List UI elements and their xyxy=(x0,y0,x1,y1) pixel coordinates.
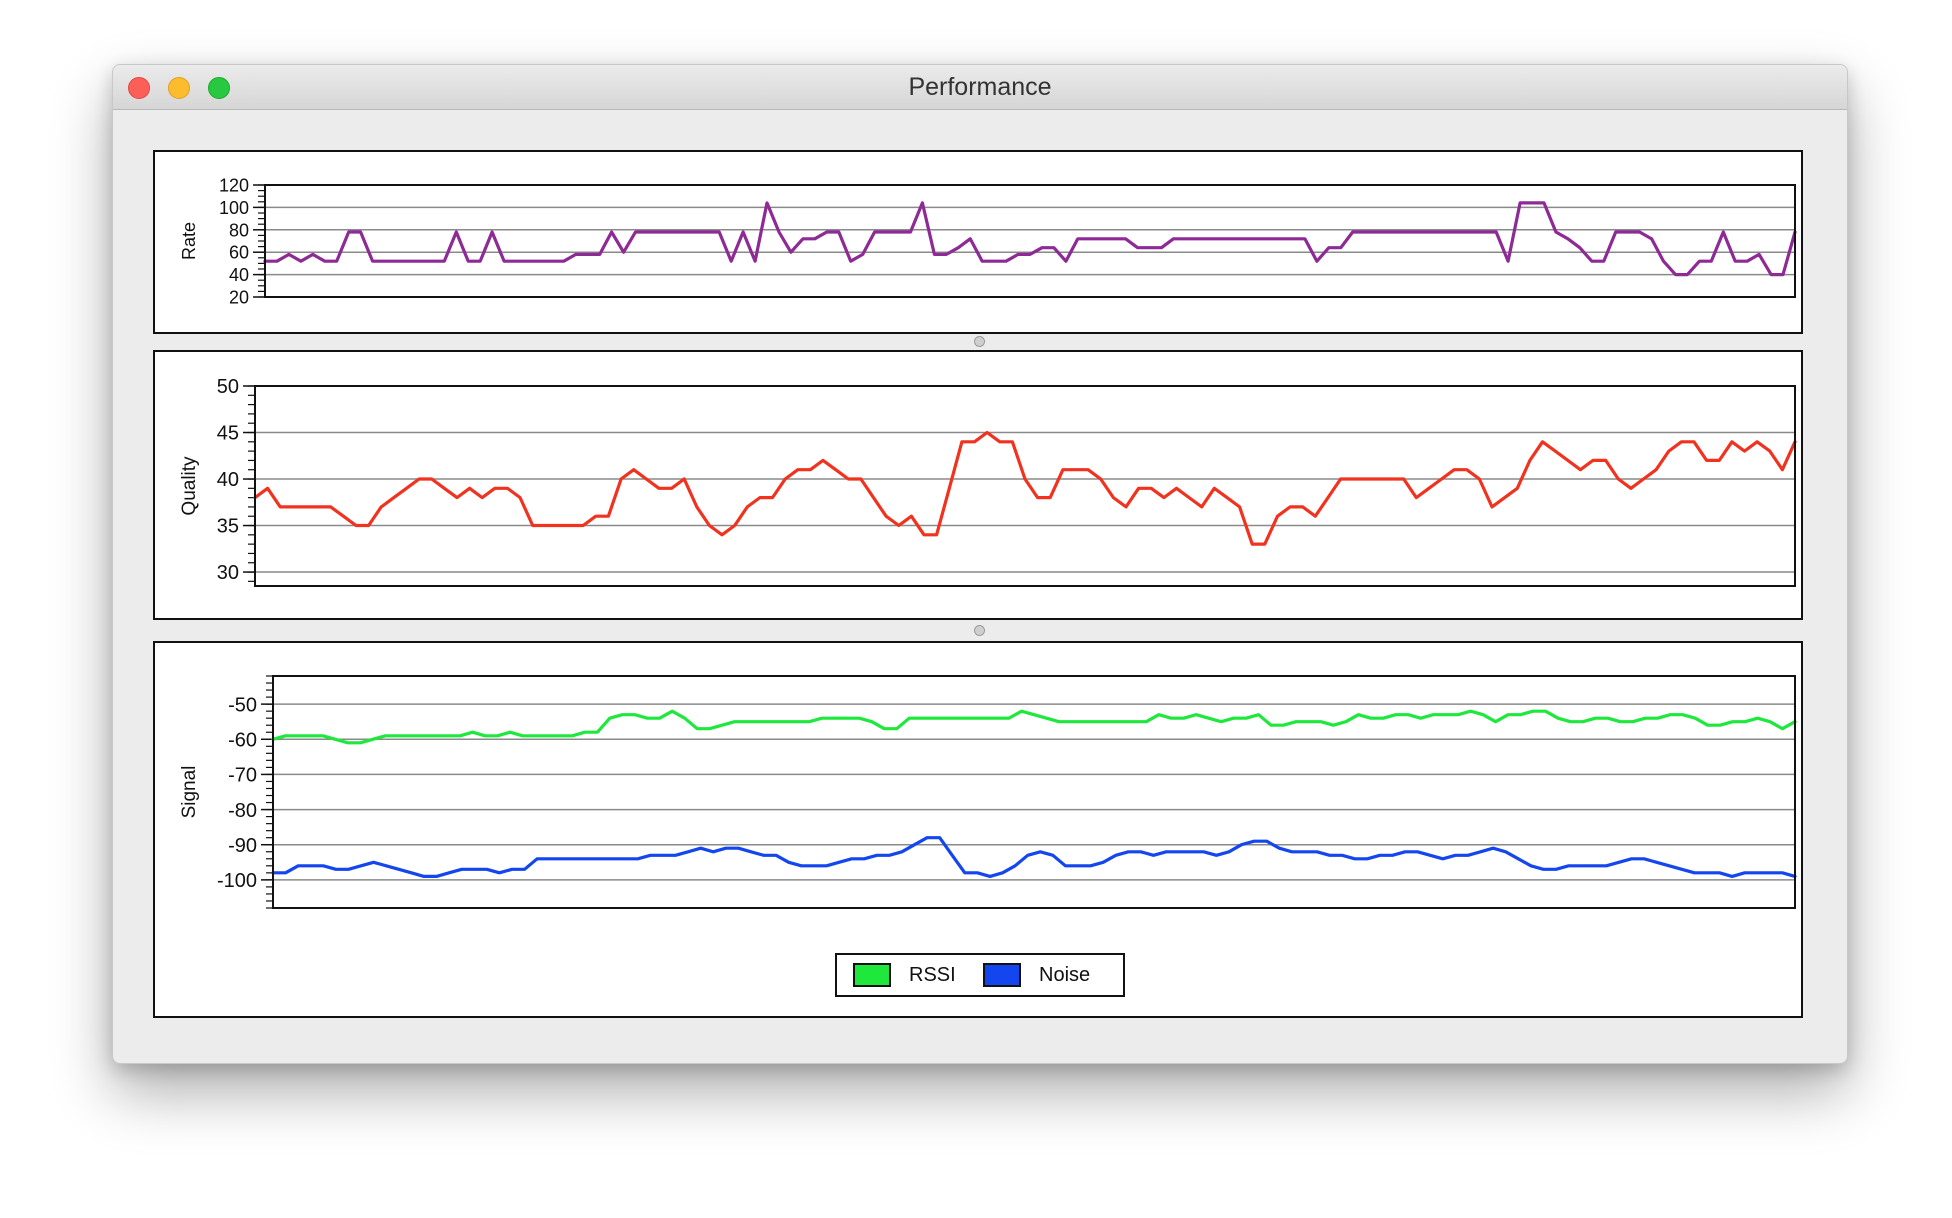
rate-tick-label: 80 xyxy=(229,220,249,240)
signal-series-line-noise xyxy=(271,836,1797,878)
quality-chart-panel: 30 35 40 45 50 Quality xyxy=(153,350,1803,620)
split-divider-handle-1[interactable] xyxy=(974,336,985,347)
rate-plot-frame xyxy=(264,184,1796,298)
signal-chart: -50 -60 -70 -80 -90 -100 Signal xyxy=(179,675,1797,909)
signal-plot-frame xyxy=(272,675,1796,909)
quality-tick-label: 30 xyxy=(217,562,239,584)
legend-label-rssi: RSSI xyxy=(909,964,956,986)
title-bar[interactable]: Performance xyxy=(113,65,1847,110)
rate-axis-label: Rate xyxy=(179,222,199,260)
quality-plot-frame xyxy=(254,385,1796,587)
quality-chart: 30 35 40 45 50 Quality xyxy=(179,376,1797,587)
split-divider-handle-2[interactable] xyxy=(974,625,985,636)
rate-tick-label: 100 xyxy=(219,198,249,218)
legend-label-noise: Noise xyxy=(1039,964,1091,986)
rate-tick-label: 40 xyxy=(229,265,249,285)
quality-tick-label: 50 xyxy=(217,376,239,398)
rate-series-line-rate xyxy=(263,201,1797,277)
signal-tick-label: -50 xyxy=(228,694,257,716)
minimize-window-button[interactable] xyxy=(168,77,190,99)
quality-axis-label: Quality xyxy=(179,456,200,516)
signal-axis-label: Signal xyxy=(179,766,200,819)
quality-tick-label: 45 xyxy=(217,423,239,445)
signal-tick-label: -80 xyxy=(228,800,257,822)
close-window-button[interactable] xyxy=(128,77,150,99)
signal-chart-panel: -50 -60 -70 -80 -90 -100 Signal RSSI Noise xyxy=(153,641,1803,1018)
signal-legend: RSSI Noise xyxy=(835,953,1125,997)
quality-series-line-quality xyxy=(253,430,1797,546)
rate-chart-panel: 20 40 60 80 100 120 Rate xyxy=(153,150,1803,334)
legend-swatch-noise xyxy=(983,963,1021,987)
quality-tick-label: 35 xyxy=(217,516,239,538)
signal-tick-label: -90 xyxy=(228,835,257,857)
rate-tick-label: 120 xyxy=(219,175,249,195)
rate-tick-label: 60 xyxy=(229,243,249,263)
performance-window: Performance 20 40 60 80 100 120 Rate 30 35 40 45 5… xyxy=(112,64,1848,1064)
zoom-window-button[interactable] xyxy=(208,77,230,99)
signal-series-line-rssi xyxy=(271,709,1797,745)
legend-swatch-rssi xyxy=(853,963,891,987)
quality-tick-label: 40 xyxy=(217,469,239,491)
signal-tick-label: -100 xyxy=(217,870,257,892)
window-title: Performance xyxy=(908,73,1052,101)
rate-tick-label: 20 xyxy=(229,287,249,307)
signal-tick-label: -60 xyxy=(228,729,257,751)
signal-tick-label: -70 xyxy=(228,765,257,787)
